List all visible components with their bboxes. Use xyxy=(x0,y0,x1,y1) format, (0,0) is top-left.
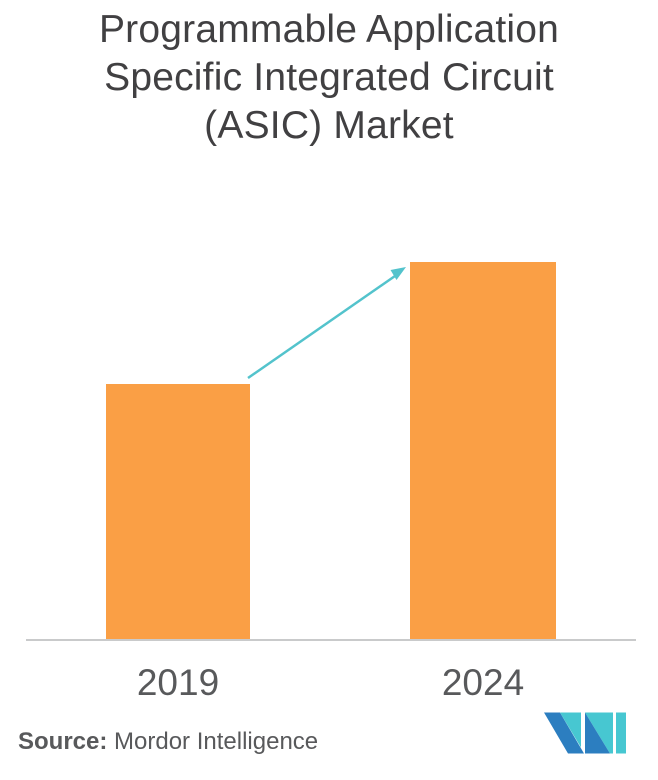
growth-arrow-line xyxy=(247,274,396,380)
logo-left-stroke xyxy=(544,712,584,754)
bar-2019 xyxy=(106,384,250,639)
chart-title-line-3: (ASIC) Market xyxy=(204,104,454,147)
bar-2024 xyxy=(410,262,556,639)
x-axis-line xyxy=(26,639,636,641)
chart-title-line-1: Programmable Application xyxy=(98,8,560,51)
x-label-2024: 2024 xyxy=(441,662,525,703)
logo-right-teal-panel xyxy=(585,712,613,754)
x-label-2019: 2019 xyxy=(136,662,220,703)
source-name: Mordor Intelligence xyxy=(107,728,319,755)
growth-arrow xyxy=(247,267,406,380)
logo-i-bar xyxy=(616,712,626,754)
source-label: Source: xyxy=(18,728,108,755)
mordor-intelligence-logo xyxy=(544,712,626,754)
source-line: Source: Mordor Intelligence xyxy=(18,728,318,756)
logo-left-teal-triangle xyxy=(560,712,581,748)
chart-title: Programmable Application Specific Integr… xyxy=(0,6,658,150)
chart-title-line-2: Specific Integrated Circuit xyxy=(104,56,554,99)
growth-arrow-head xyxy=(390,267,406,280)
logo-right-blue-triangle xyxy=(585,712,610,754)
